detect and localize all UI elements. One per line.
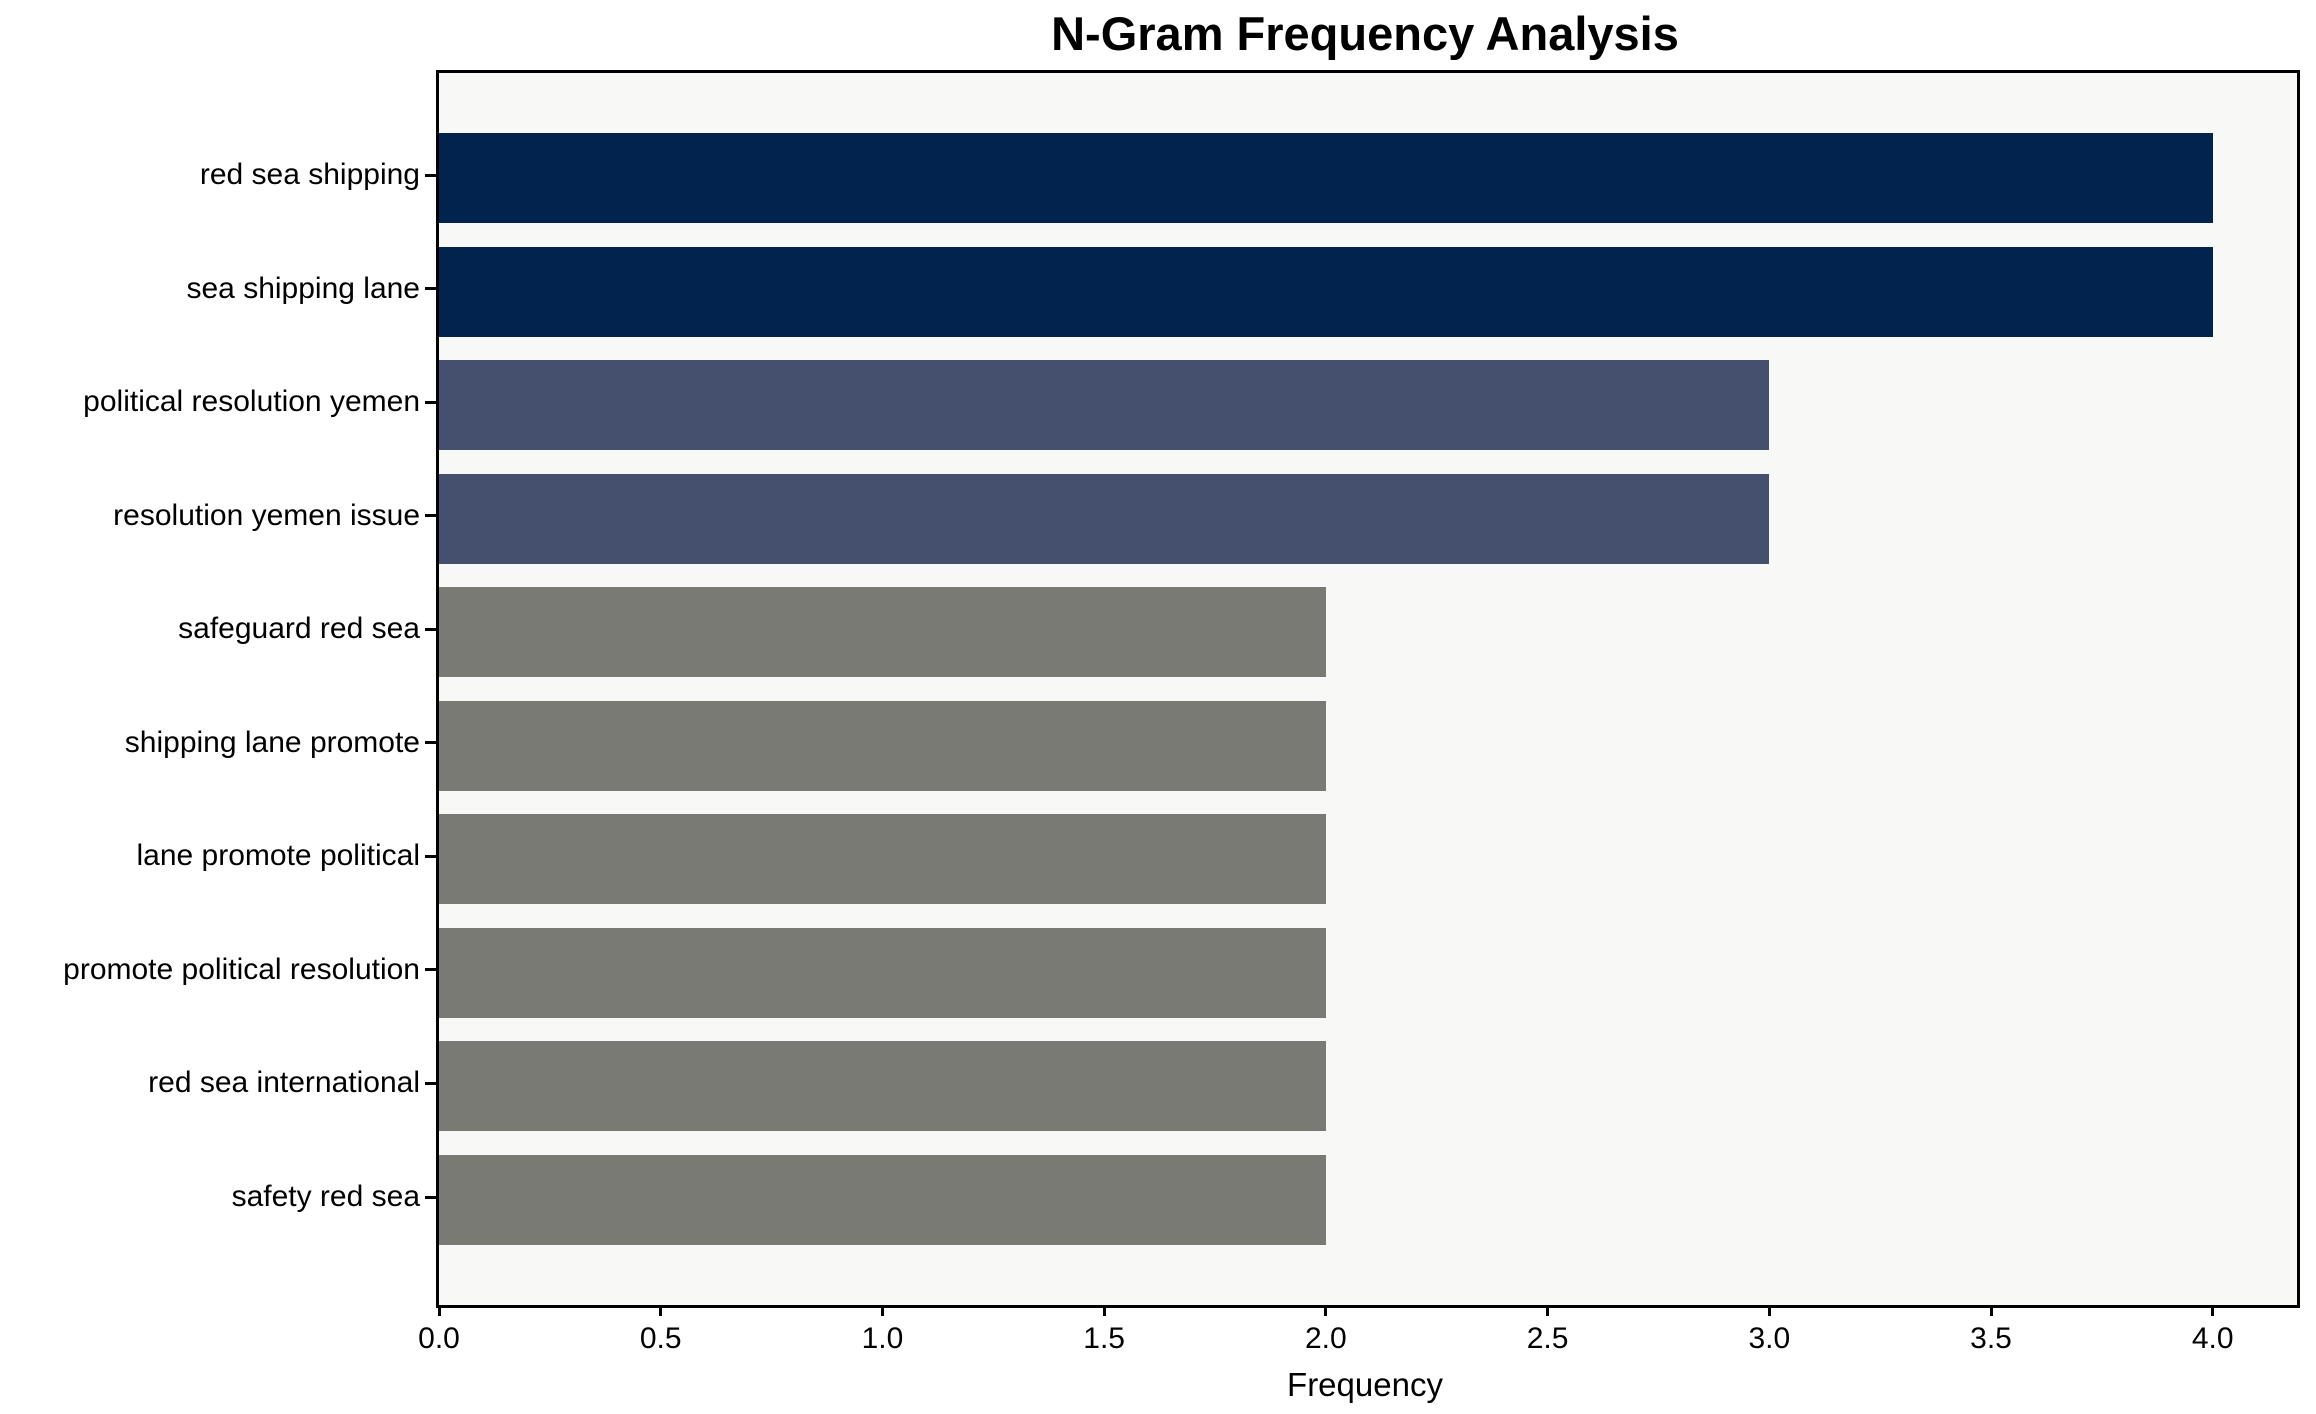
- y-tick-mark: [425, 514, 436, 518]
- y-tick-mark: [425, 627, 436, 631]
- y-tick-label: resolution yemen issue: [113, 498, 420, 532]
- x-tick-mark: [1989, 1305, 1993, 1316]
- y-tick-label: safety red sea: [231, 1180, 420, 1214]
- x-tick-mark: [1546, 1305, 1550, 1316]
- x-tick-label: 1.5: [1083, 1322, 1125, 1355]
- x-tick-label: 2.5: [1526, 1322, 1569, 1355]
- y-tick-label: shipping lane promote: [124, 725, 420, 759]
- bar: [439, 927, 1326, 1018]
- bar: [439, 473, 1769, 564]
- x-tick-label: 4.0: [2191, 1322, 2234, 1355]
- bar: [439, 360, 1769, 451]
- x-tick-mark: [1102, 1305, 1106, 1316]
- y-tick-label: safeguard red sea: [178, 612, 420, 646]
- y-tick-mark: [425, 741, 436, 745]
- y-tick-mark: [425, 1081, 436, 1085]
- x-tick-mark: [437, 1305, 441, 1316]
- bar: [439, 133, 2213, 223]
- bar: [439, 700, 1326, 791]
- x-tick-mark: [1324, 1305, 1328, 1316]
- x-tick-label: 3.0: [1748, 1322, 1791, 1355]
- y-tick-label: red sea international: [148, 1066, 420, 1100]
- chart-title: N-Gram Frequency Analysis: [1051, 7, 1679, 60]
- bar: [439, 814, 1326, 905]
- y-tick-mark: [425, 854, 436, 858]
- y-tick-label: sea shipping lane: [186, 271, 420, 305]
- x-tick-label: 1.0: [861, 1322, 904, 1355]
- y-tick-mark: [425, 173, 436, 177]
- x-tick-mark: [880, 1305, 884, 1316]
- x-tick-label: 0.0: [418, 1322, 460, 1355]
- x-tick-label: 2.0: [1305, 1322, 1347, 1355]
- x-tick-label: 0.5: [639, 1322, 682, 1355]
- bar: [439, 587, 1326, 678]
- y-tick-mark: [425, 287, 436, 291]
- y-tick-label: lane promote political: [136, 839, 421, 873]
- y-tick-label: red sea shipping: [199, 158, 420, 191]
- x-axis-title: Frequency: [1287, 1366, 1443, 1403]
- y-tick-mark: [425, 1195, 436, 1199]
- x-tick-mark: [1767, 1305, 1771, 1316]
- bar: [439, 1155, 1326, 1246]
- y-tick-mark: [425, 968, 436, 972]
- x-tick-mark: [659, 1305, 663, 1316]
- plot-area: [436, 70, 2300, 1308]
- x-tick-label: 3.5: [1970, 1322, 2012, 1355]
- y-tick-mark: [425, 400, 436, 404]
- y-tick-label: promote political resolution: [63, 952, 420, 986]
- x-tick-mark: [2211, 1305, 2215, 1316]
- y-tick-label: political resolution yemen: [83, 385, 420, 419]
- bar: [439, 1041, 1326, 1132]
- bar: [439, 246, 2213, 337]
